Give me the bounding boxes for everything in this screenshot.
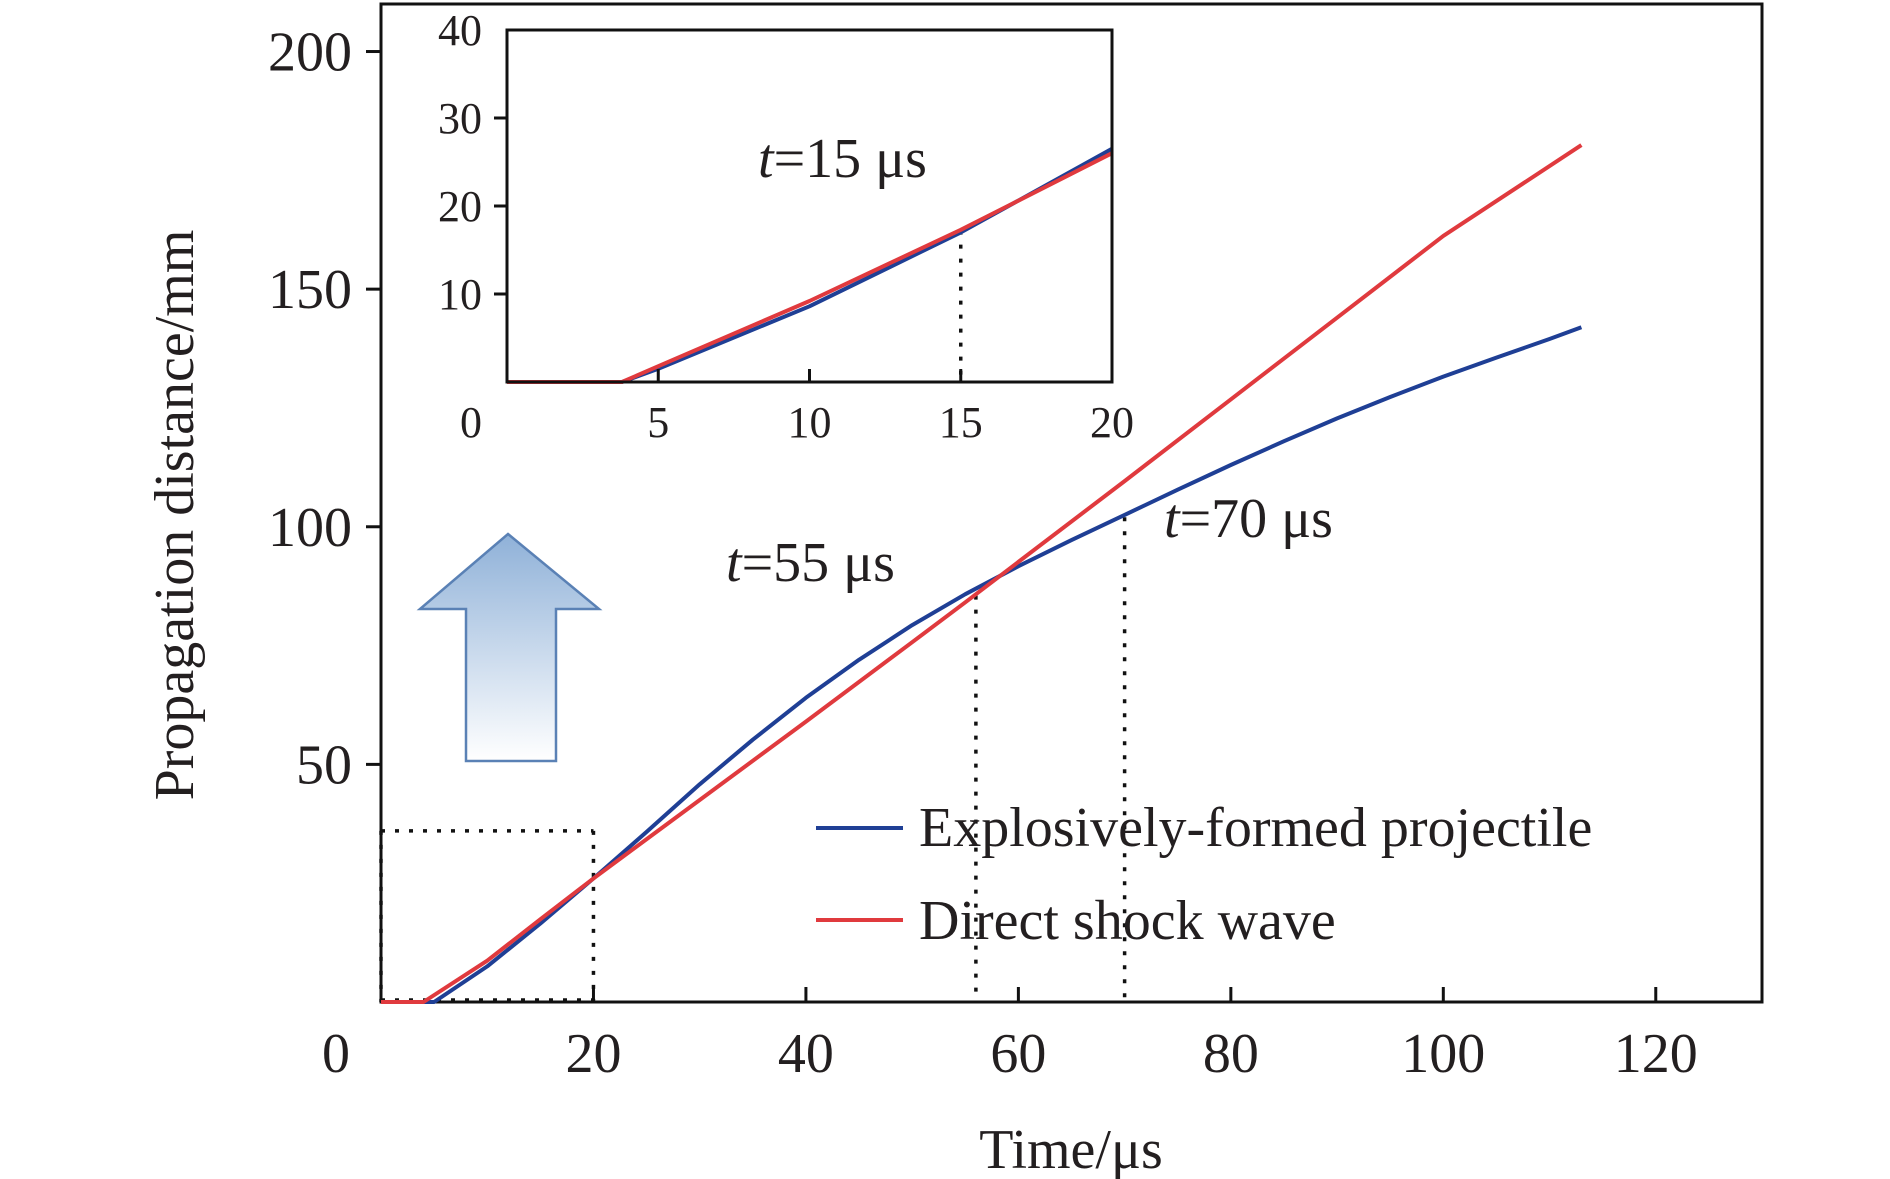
annotation-t70: t=70 μs <box>1164 488 1333 550</box>
inset-x-tick-label: 10 <box>788 398 832 447</box>
main-reference-lines <box>379 517 1127 1002</box>
annotation-t55: t=55 μs <box>726 532 895 594</box>
y-tick-label: 50 <box>296 734 352 796</box>
x-tick-label: 100 <box>1401 1023 1485 1085</box>
up-arrow-icon <box>416 532 603 763</box>
inset-x-tick-label: 5 <box>647 398 669 447</box>
inset-y-tick-label: 40 <box>438 6 482 55</box>
inset-background <box>507 30 1112 382</box>
inset-y-tick-label: 20 <box>438 182 482 231</box>
y-tick-label: 100 <box>268 497 352 559</box>
legend: Explosively-formed projectile Direct sho… <box>816 797 1592 952</box>
x-axis-title: Time/μs <box>979 1119 1163 1179</box>
inset-chart: 0 5 10 15 20 10 20 30 40 t=15 μs <box>438 6 1134 447</box>
x-tick-label: 0 <box>322 1023 350 1085</box>
inset-axis-ticks: 0 5 10 15 20 10 20 30 40 <box>438 6 1134 447</box>
inset-x-tick-label: 0 <box>460 398 482 447</box>
x-tick-label: 60 <box>990 1023 1046 1085</box>
x-tick-label: 120 <box>1614 1023 1698 1085</box>
annotation-t15: t=15 μs <box>758 128 927 190</box>
y-tick-label: 150 <box>268 259 352 321</box>
inset-x-tick-label: 20 <box>1090 398 1134 447</box>
y-tick-label: 200 <box>268 22 352 84</box>
main-plot-frame <box>379 2 1764 1004</box>
y-axis-title: Propagation distance/mm <box>144 230 206 801</box>
x-tick-label: 20 <box>565 1023 621 1085</box>
inset-x-tick-label: 15 <box>939 398 983 447</box>
main-series-lines <box>381 143 1583 1004</box>
series-line-shock-wave <box>381 143 1583 1004</box>
legend-label-shock: Direct shock wave <box>919 890 1336 952</box>
x-tick-label: 80 <box>1203 1023 1259 1085</box>
legend-label-projectile: Explosively-formed projectile <box>919 797 1592 859</box>
x-tick-label: 40 <box>778 1023 834 1085</box>
inset-y-tick-label: 10 <box>438 270 482 319</box>
inset-y-tick-label: 30 <box>438 94 482 143</box>
